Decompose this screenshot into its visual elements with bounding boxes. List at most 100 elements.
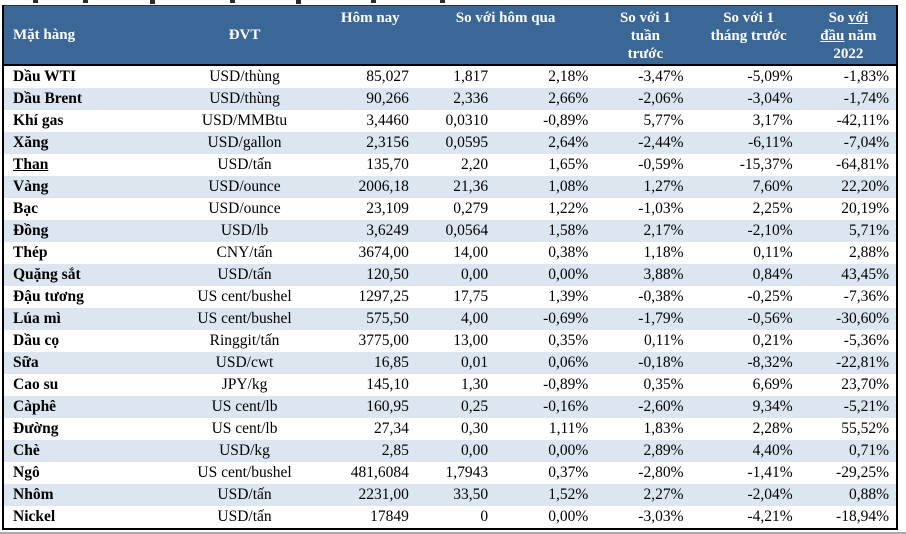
commodity-name: Vàng: [13, 178, 49, 195]
change-percent-ytd: 0,88%: [848, 486, 889, 503]
change-percent-week: -3,47%: [638, 68, 684, 85]
header-vs-week-line1: So với 1: [619, 10, 671, 26]
change-percent-day: 1,58%: [548, 222, 589, 239]
change-percent-month: -0,56%: [747, 310, 793, 327]
change-percent-month: -2,10%: [747, 222, 793, 239]
commodity-unit: USD/gallon: [207, 134, 282, 151]
price-today: 17849: [370, 508, 409, 525]
header-vs-month-line1: So với 1: [723, 10, 775, 26]
change-percent-day: 0,06%: [548, 354, 589, 371]
change-percent-week: 0,11%: [644, 332, 684, 349]
commodity-unit: CNY/tấn: [216, 244, 273, 261]
change-percent-day: 0,37%: [548, 464, 589, 481]
change-absolute: 33,50: [453, 486, 489, 503]
commodity-unit: USD/lb: [220, 222, 269, 239]
header-vs-yesterday: So với hôm qua: [416, 5, 595, 66]
change-percent-day: 0,38%: [548, 244, 589, 261]
change-percent-day: -0,69%: [543, 310, 589, 327]
table-row: Quặng sắt USD/tấn 120,50 0,00 0,00% 3,88…: [3, 264, 897, 286]
price-today: 135,70: [366, 156, 409, 173]
cropped-text-artifacts: [0, 0, 906, 5]
price-today: 481,6084: [350, 464, 409, 481]
price-today: 2006,18: [358, 178, 409, 195]
change-absolute: 0,0564: [445, 222, 489, 239]
commodity-name: Quặng sắt: [13, 266, 81, 283]
change-percent-week: -2,06%: [638, 90, 684, 107]
header-vs-month-line2: tháng trước: [710, 28, 787, 44]
change-percent-week: -0,38%: [638, 288, 684, 305]
change-percent-ytd: 5,71%: [848, 222, 889, 239]
commodity-name: Khí gas: [13, 112, 64, 129]
table-row: Chè USD/kg 2,85 0,00 0,00% 2,89% 4,40% 0…: [3, 440, 897, 462]
change-percent-day: 1,22%: [548, 200, 589, 217]
change-percent-ytd: 0,71%: [848, 442, 889, 459]
commodity-name: Dầu cọ: [13, 332, 60, 349]
change-percent-week: -2,60%: [638, 398, 684, 415]
change-absolute: 14,00: [453, 244, 489, 261]
glyph-fragment: [83, 0, 88, 3]
price-today: 3775,00: [358, 332, 409, 349]
change-absolute: 21,36: [453, 178, 489, 195]
change-percent-ytd: -42,11%: [836, 112, 889, 129]
change-percent-month: 0,21%: [752, 332, 793, 349]
change-percent-month: -4,21%: [747, 508, 793, 525]
change-percent-week: 3,88%: [643, 266, 684, 283]
change-percent-month: 3,17%: [752, 112, 793, 129]
commodity-unit: USD/ounce: [208, 200, 281, 217]
change-absolute: 17,75: [453, 288, 489, 305]
change-percent-ytd: -5,21%: [843, 398, 889, 415]
commodity-unit: US cent/bushel: [197, 464, 292, 481]
change-absolute: 2,336: [453, 90, 489, 107]
change-percent-week: 1,18%: [643, 244, 684, 261]
change-percent-day: 0,00%: [548, 266, 589, 283]
commodity-unit: USD/MMBtu: [201, 112, 288, 129]
change-percent-day: 1,08%: [548, 178, 589, 195]
table-row: Ngô US cent/bushel 481,6084 1,7943 0,37%…: [3, 462, 897, 484]
change-percent-day: 2,66%: [548, 90, 589, 107]
change-percent-week: 2,17%: [643, 222, 684, 239]
commodity-unit: Ringgit/tấn: [209, 332, 280, 349]
change-absolute: 0: [480, 508, 489, 525]
change-percent-ytd: 22,20%: [841, 178, 889, 195]
change-percent-ytd: -1,83%: [843, 68, 889, 85]
change-percent-day: 1,65%: [548, 156, 589, 173]
glyph-fragment: [371, 0, 376, 3]
change-percent-month: 9,34%: [752, 398, 793, 415]
commodity-unit: JPY/kg: [221, 376, 268, 393]
glyph-fragment: [296, 0, 301, 4]
commodity-name: Nickel: [13, 508, 56, 525]
price-today: 2231,00: [358, 486, 409, 503]
table-header: Mặt hàng ĐVT Hôm nay So với hôm qua So v…: [3, 5, 897, 66]
change-percent-week: 2,89%: [643, 442, 684, 459]
change-percent-month: 0,84%: [752, 266, 793, 283]
commodity-unit: USD/tấn: [217, 486, 272, 503]
commodity-unit: USD/thùng: [209, 90, 280, 107]
price-today: 2,3156: [366, 134, 409, 151]
change-percent-week: 1,27%: [643, 178, 684, 195]
price-today: 145,10: [366, 376, 409, 393]
commodity-name: Cao su: [13, 376, 59, 393]
header-commodity: Mặt hàng: [3, 5, 166, 66]
change-absolute: 0,00: [460, 266, 489, 283]
table-row: Càphê US cent/lb 160,95 0,25 -0,16% -2,6…: [3, 396, 897, 418]
change-percent-day: 1,39%: [548, 288, 589, 305]
price-today: 3,4460: [366, 112, 409, 129]
change-percent-month: 4,40%: [752, 442, 793, 459]
commodity-name: Lúa mì: [13, 310, 61, 327]
glyph-fragment: [33, 0, 38, 3]
commodity-unit: USD/tấn: [217, 266, 272, 283]
change-absolute: 0,0310: [445, 112, 489, 129]
change-percent-week: -0,59%: [638, 156, 684, 173]
change-percent-ytd: 43,45%: [841, 266, 889, 283]
change-absolute: 1,7943: [445, 464, 489, 481]
change-absolute: 0,0595: [445, 134, 489, 151]
header-today: Hôm nay: [323, 5, 417, 66]
change-absolute: 1,817: [453, 68, 489, 85]
header-vs-ytd-line1: So với: [828, 10, 869, 26]
change-percent-month: -15,37%: [739, 156, 793, 173]
change-percent-day: 2,64%: [548, 134, 589, 151]
commodity-name: Dầu Brent: [13, 90, 83, 107]
change-percent-month: -8,32%: [747, 354, 793, 371]
commodity-name: Đường: [13, 420, 59, 437]
